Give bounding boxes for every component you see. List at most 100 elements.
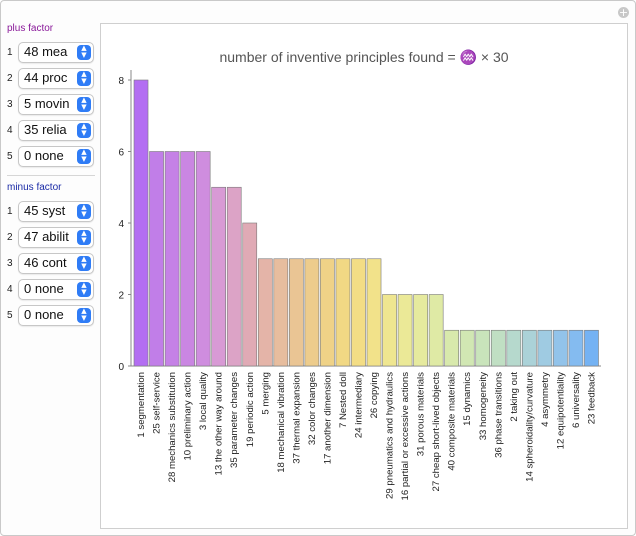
updown-chevron-icon[interactable]: ▲ ▼ <box>77 203 91 219</box>
x-tick-label: 24 intermediary <box>353 372 364 438</box>
minus-factor-list: 1 45 syst ▲ ▼ 2 47 abilit ▲ ▼ 3 46 cont ▲ ▼ 4 0 none ▲… <box>7 198 95 328</box>
bar <box>335 258 351 367</box>
bar <box>413 294 428 367</box>
x-tick-label: 10 preliminary action <box>183 372 194 461</box>
x-tick-label: 28 mechanics substitution <box>167 372 178 482</box>
x-tick-label: 4 asymmetry <box>540 372 551 427</box>
x-tick-label: 36 phase transitions <box>493 372 504 458</box>
x-tick-label: 40 composite materials <box>447 372 458 471</box>
updown-chevron-icon[interactable]: ▲ ▼ <box>77 255 91 271</box>
plus-factor-row: 5 0 none ▲ ▼ <box>7 143 95 169</box>
controls-panel: plus factor 1 48 mea ▲ ▼ 2 44 proc ▲ ▼ 3 5 movin ▲… <box>7 23 95 328</box>
y-tick-label: 0 <box>118 362 124 373</box>
updown-chevron-icon[interactable]: ▲ ▼ <box>77 122 91 138</box>
select-value: 35 relia <box>24 121 67 137</box>
select-value: 48 mea <box>24 43 68 59</box>
x-tick-label: 32 color changes <box>307 372 318 445</box>
x-tick-label: 6 universality <box>571 372 582 428</box>
minus-factor-row: 3 46 cont ▲ ▼ <box>7 250 95 276</box>
minus-factor-index: 2 <box>7 231 13 243</box>
minus-factor-title: minus factor <box>7 182 62 193</box>
x-tick-label: 31 porous materials <box>416 372 427 456</box>
bar <box>490 329 506 367</box>
plus-factor-index: 5 <box>7 150 13 162</box>
updown-chevron-icon[interactable]: ▲ ▼ <box>77 148 91 164</box>
bar <box>164 151 180 367</box>
x-tick-label: 29 pneumatics and hydraulics <box>385 372 396 499</box>
minus-factor-select-4[interactable]: 0 none ▲ ▼ <box>18 278 94 300</box>
x-tick-label: 1 segmentation <box>136 372 147 438</box>
plus-factor-select-4[interactable]: 35 relia ▲ ▼ <box>18 119 94 141</box>
updown-chevron-icon[interactable]: ▲ ▼ <box>77 307 91 323</box>
bar-chart: number of inventive principles found = ♒… <box>118 49 601 501</box>
minus-factor-index: 3 <box>7 257 13 269</box>
plus-factor-index: 3 <box>7 98 13 110</box>
plus-factor-select-5[interactable]: 0 none ▲ ▼ <box>18 145 94 167</box>
x-tick-label: 14 spheroidality/curvature <box>524 372 535 482</box>
bar <box>366 258 382 367</box>
bar <box>304 258 320 367</box>
bar <box>242 222 258 367</box>
minus-factor-index: 1 <box>7 205 13 217</box>
bar <box>195 151 211 367</box>
plus-factor-index: 2 <box>7 72 13 84</box>
plus-factor-list: 1 48 mea ▲ ▼ 2 44 proc ▲ ▼ 3 5 movin ▲ ▼ 4 35 relia ▲ ▼… <box>7 39 95 169</box>
y-tick-label: 6 <box>118 148 124 159</box>
options-icon[interactable]: + <box>618 6 629 19</box>
x-tick-label: 2 taking out <box>509 372 520 422</box>
bar <box>475 329 491 367</box>
bar <box>444 329 459 367</box>
minus-factor-select-2[interactable]: 47 abilit ▲ ▼ <box>18 226 94 248</box>
divider <box>7 175 95 176</box>
bar <box>382 294 397 367</box>
minus-factor-select-5[interactable]: 0 none ▲ ▼ <box>18 304 94 326</box>
updown-chevron-icon[interactable]: ▲ ▼ <box>77 281 91 297</box>
x-tick-label: 7 Nested doll <box>338 372 349 428</box>
plus-factor-select-2[interactable]: 44 proc ▲ ▼ <box>18 67 94 89</box>
plus-factor-title: plus factor <box>7 23 54 34</box>
updown-chevron-icon[interactable]: ▲ ▼ <box>77 229 91 245</box>
x-tick-label: 16 partial or excessive actions <box>400 372 411 501</box>
bar <box>428 294 444 367</box>
bar <box>568 329 584 367</box>
bar <box>397 294 413 367</box>
plus-factor-select-3[interactable]: 5 movin ▲ ▼ <box>18 93 94 115</box>
bar <box>226 186 242 367</box>
x-tick-label: 26 copying <box>369 372 380 418</box>
select-value: 44 proc <box>24 69 68 85</box>
select-value: 0 none <box>24 147 64 163</box>
bar <box>133 79 149 367</box>
bar <box>351 258 366 367</box>
bar <box>289 258 304 367</box>
plus-factor-select-1[interactable]: 48 mea ▲ ▼ <box>18 41 94 63</box>
select-value: 5 movin <box>24 95 70 111</box>
y-tick-label: 4 <box>118 219 124 230</box>
plus-factor-row: 1 48 mea ▲ ▼ <box>7 39 95 65</box>
minus-factor-select-3[interactable]: 46 cont ▲ ▼ <box>18 252 94 274</box>
updown-chevron-icon[interactable]: ▲ ▼ <box>77 70 91 86</box>
plus-factor-row: 2 44 proc ▲ ▼ <box>7 65 95 91</box>
select-value: 46 cont <box>24 254 67 270</box>
bar <box>211 186 226 367</box>
bar <box>149 151 164 367</box>
x-tick-label: 18 mechanical vibration <box>276 372 287 473</box>
x-tick-label: 23 feedback <box>586 372 597 424</box>
minus-factor-select-1[interactable]: 45 syst ▲ ▼ <box>18 200 94 222</box>
y-tick-label: 2 <box>118 291 124 302</box>
updown-chevron-icon[interactable]: ▲ ▼ <box>77 96 91 112</box>
x-tick-label: 12 equipotentiality <box>555 372 566 450</box>
y-tick-label: 8 <box>118 76 124 87</box>
bar <box>584 329 599 367</box>
updown-chevron-icon[interactable]: ▲ ▼ <box>77 44 91 60</box>
chart-panel: number of inventive principles found = ♒… <box>100 23 628 529</box>
bar <box>320 258 335 367</box>
minus-factor-index: 4 <box>7 283 13 295</box>
x-tick-label: 19 periodic action <box>245 372 256 447</box>
minus-factor-row: 4 0 none ▲ ▼ <box>7 276 95 302</box>
select-value: 0 none <box>24 280 64 296</box>
select-value: 45 syst <box>24 202 66 218</box>
x-tick-label: 3 local quality <box>198 372 209 430</box>
x-tick-label: 25 self-service <box>152 372 163 434</box>
bar <box>257 258 273 367</box>
